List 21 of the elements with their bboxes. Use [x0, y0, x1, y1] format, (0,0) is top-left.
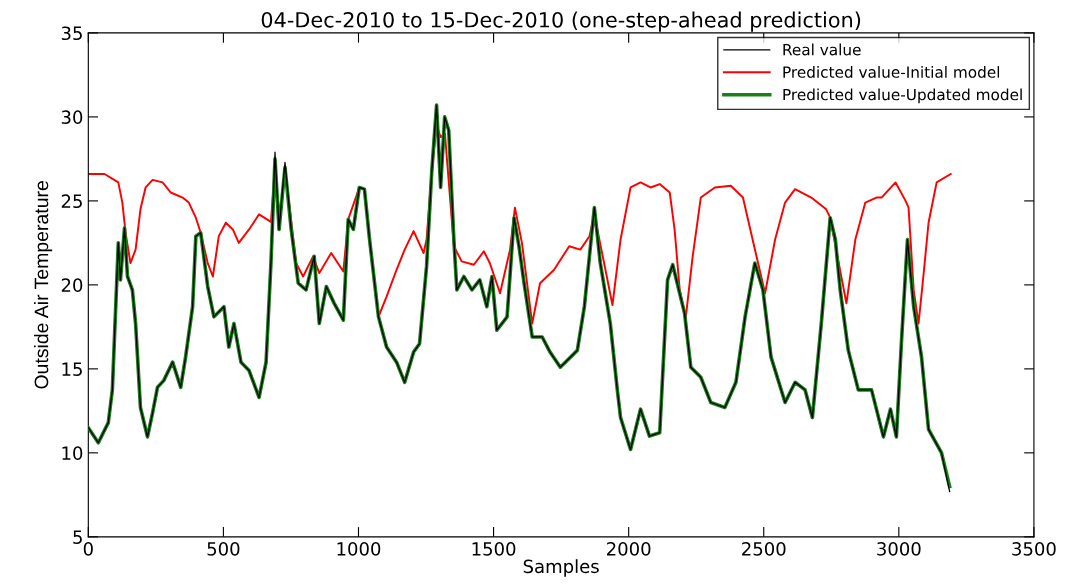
x-tick-label: 3500	[1012, 542, 1056, 556]
x-tick-label: 1000	[337, 542, 381, 556]
legend-label: Predicted value-Updated model	[783, 88, 1022, 104]
chart-title: 04-Dec-2010 to 15-Dec-2010 (one-step-ahead prediction)	[261, 11, 861, 32]
x-tick-label: 3000	[877, 542, 921, 556]
x-axis-title: Samples	[523, 559, 599, 577]
y-tick-label: 5	[73, 530, 82, 544]
x-tick-label: 0	[83, 542, 93, 556]
x-tick-label: 2000	[607, 542, 651, 556]
x-tick-label: 500	[207, 542, 240, 556]
y-tick-label: 25	[61, 194, 82, 209]
x-tick-label: 2500	[742, 542, 786, 556]
y-tick-label: 15	[62, 362, 82, 376]
y-axis-title: Outside Air Temperature	[34, 181, 53, 389]
y-tick-label: 10	[62, 446, 83, 460]
y-tick-label: 20	[61, 278, 83, 292]
legend-label: Real value	[783, 43, 861, 56]
legend-label: Predicted value-Initial model	[783, 66, 1000, 78]
y-tick-label: 30	[61, 110, 83, 125]
x-tick-label: 1500	[472, 542, 516, 556]
y-tick-label: 35	[61, 26, 82, 41]
